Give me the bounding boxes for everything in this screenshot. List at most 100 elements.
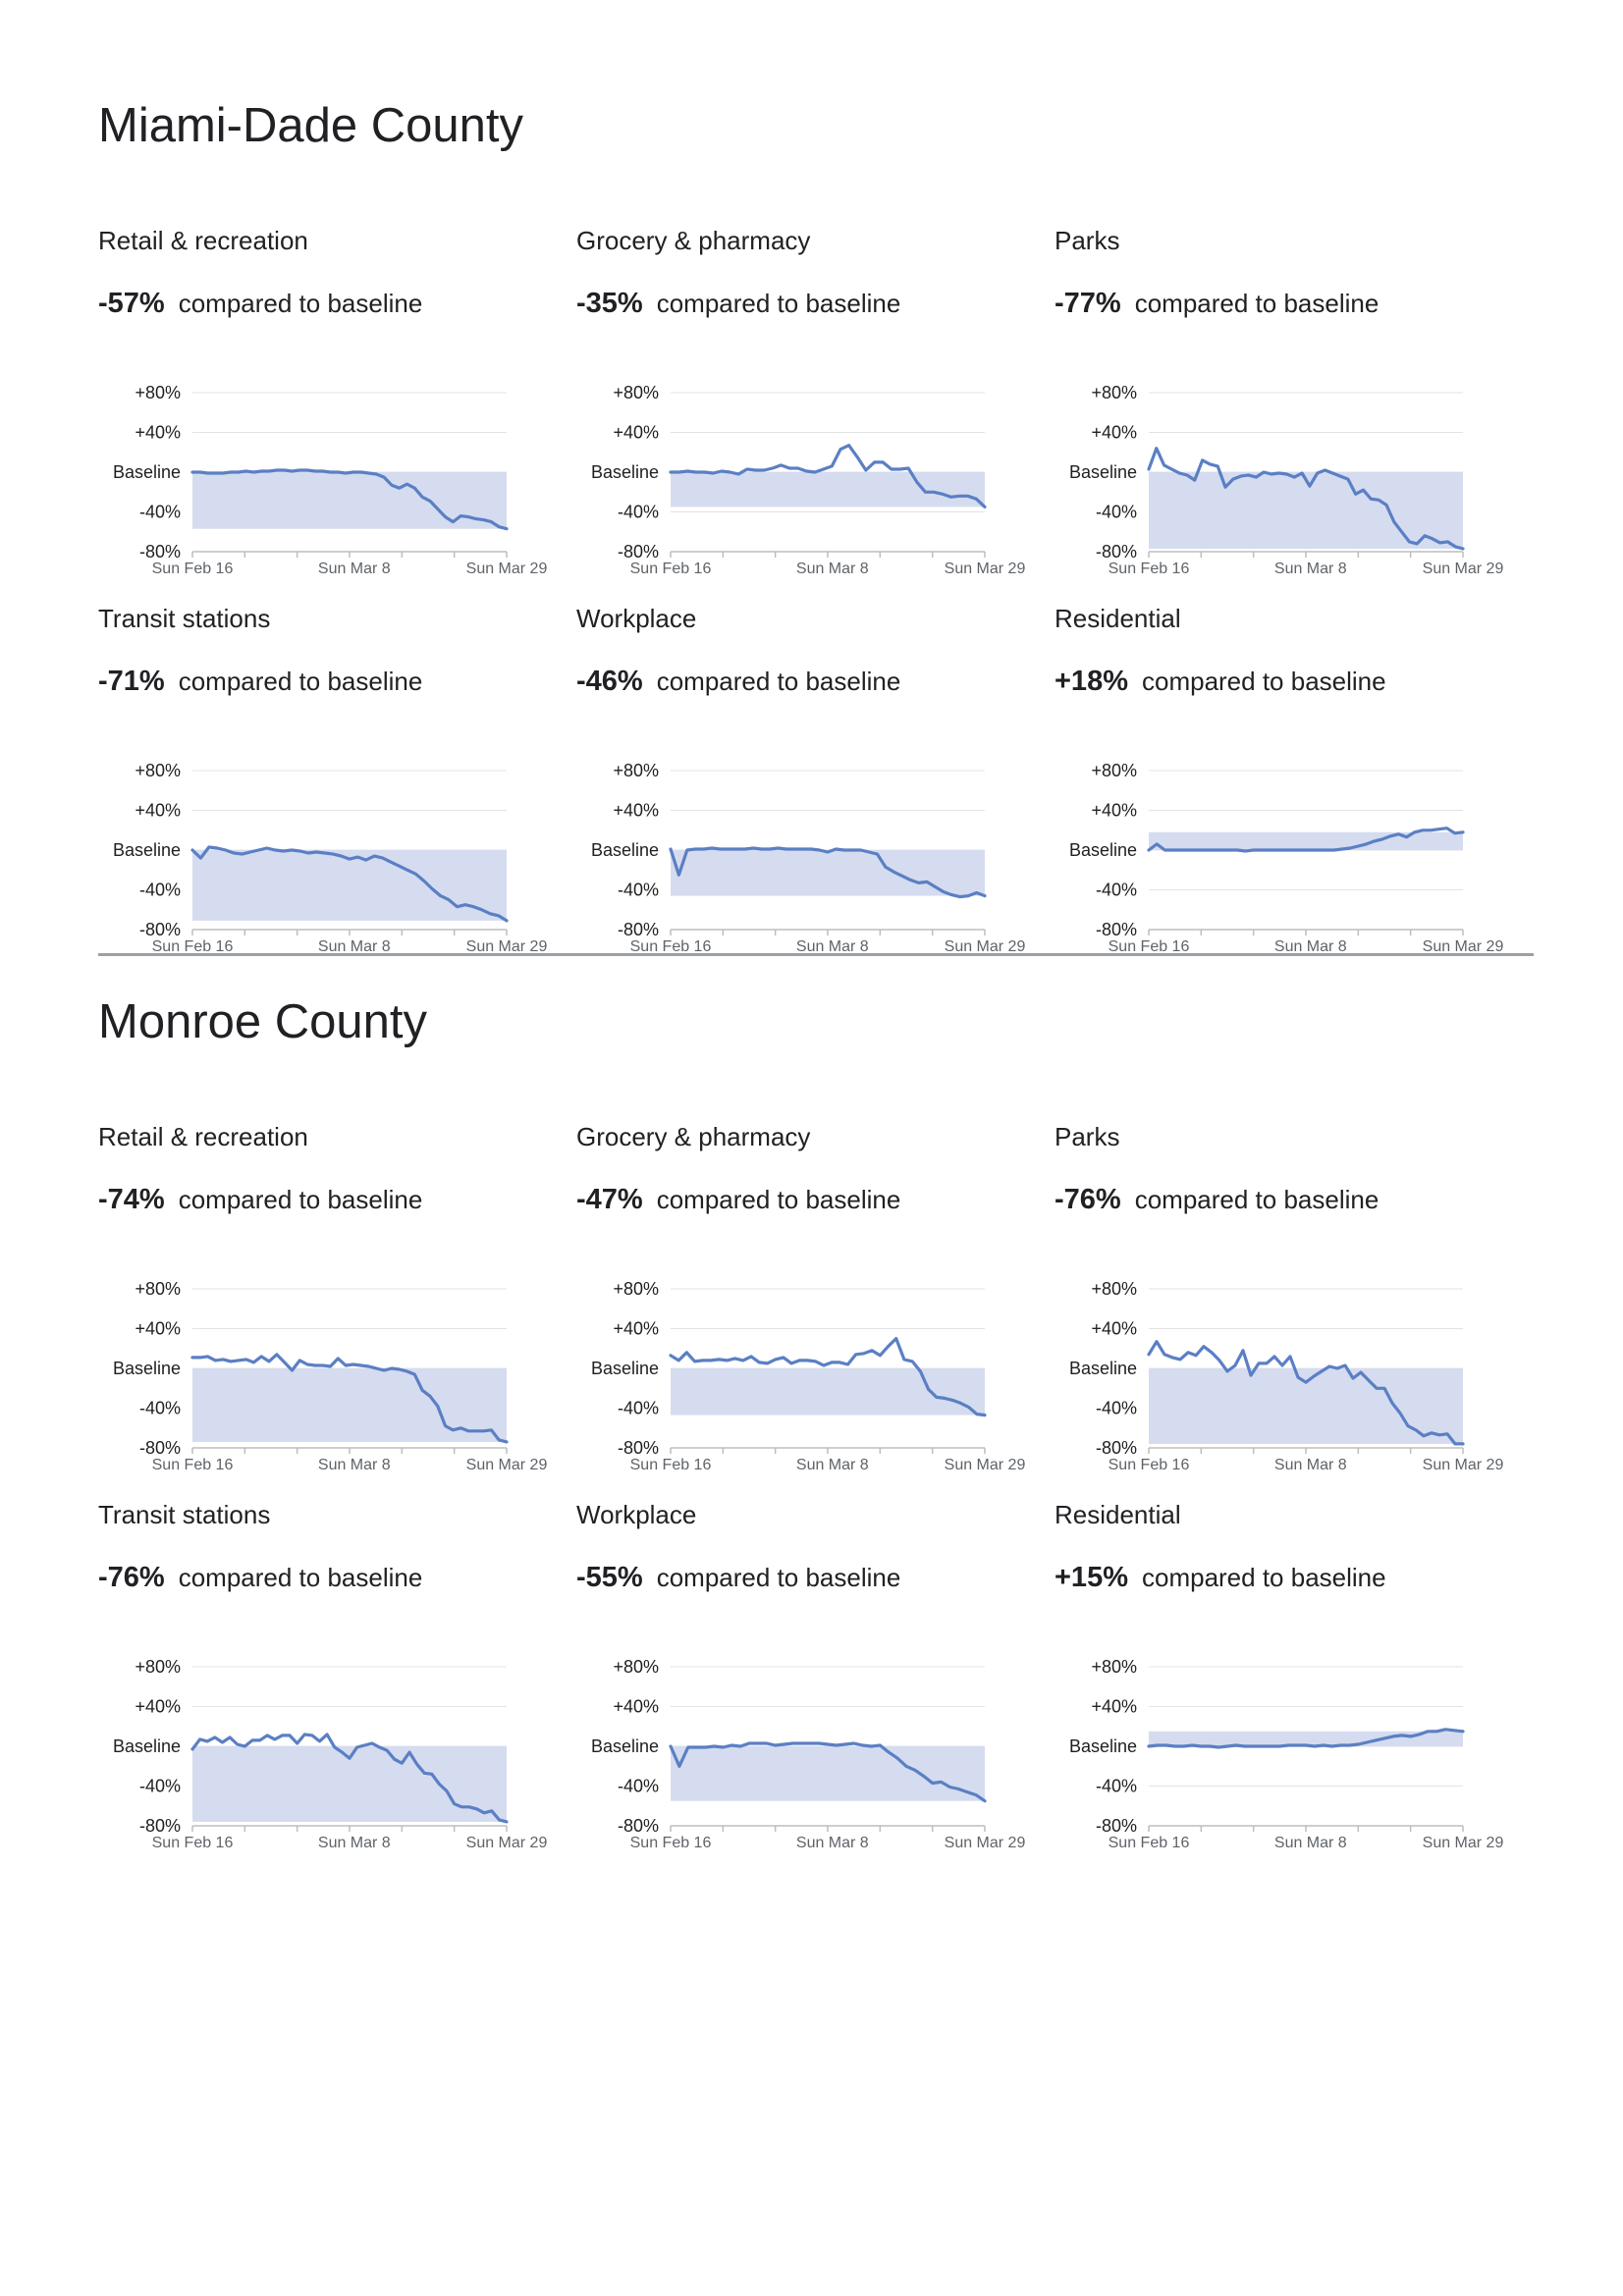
compare-text: compared to baseline [656, 1185, 901, 1214]
y-tick-label: +80% [135, 1279, 181, 1299]
y-tick-label: -80% [618, 920, 659, 939]
category-panel: Transit stations -71% compared to baseline… [98, 604, 560, 951]
x-tick-label: Sun Mar 29 [945, 938, 1026, 951]
y-tick-label: +80% [1091, 761, 1137, 780]
y-tick-label: +40% [135, 1697, 181, 1717]
category-panel: Retail & recreation -74% compared to basel… [98, 1122, 560, 1469]
change-value: -71% [98, 666, 165, 697]
change-value: -55% [576, 1562, 643, 1593]
y-tick-label: +40% [1091, 1319, 1137, 1339]
y-tick-label: Baseline [113, 1736, 181, 1756]
change-summary: -46% compared to baseline [576, 666, 900, 698]
series-line [669, 1337, 987, 1417]
x-tick-label: Sun Mar 29 [466, 1457, 548, 1469]
change-summary: -57% compared to baseline [98, 288, 422, 320]
x-tick-label: Sun Feb 16 [630, 1457, 712, 1469]
compare-text: compared to baseline [656, 1563, 901, 1592]
x-tick-label: Sun Mar 8 [318, 938, 391, 951]
x-tick-label: Sun Mar 29 [1423, 1835, 1504, 1847]
category-panel: Parks -76% compared to baseline +80% +40% Bas… [1055, 1122, 1516, 1469]
compare-text: compared to baseline [178, 667, 423, 696]
category-title: Residential [1055, 604, 1181, 633]
series-line [669, 1741, 987, 1803]
compare-text: compared to baseline [178, 1185, 423, 1214]
category-title: Retail & recreation [98, 1122, 308, 1151]
category-title: Workplace [576, 604, 697, 633]
x-tick-label: Sun Mar 8 [1274, 1835, 1347, 1847]
y-tick-label: +40% [135, 423, 181, 443]
change-summary: -55% compared to baseline [576, 1562, 900, 1594]
y-tick-label: Baseline [1069, 1359, 1137, 1378]
x-tick-label: Sun Mar 29 [1423, 561, 1504, 573]
change-value: -76% [1055, 1184, 1121, 1215]
y-tick-label: +80% [1091, 383, 1137, 402]
category-title: Transit stations [98, 1500, 271, 1529]
change-value: -46% [576, 666, 643, 697]
y-tick-label: -40% [139, 503, 181, 522]
county-title: Miami-Dade County [98, 99, 523, 152]
mobility-chart: +80% +40% Baseline -40% -80%Sun Feb 16 Sun Ma… [1069, 383, 1504, 573]
change-value: -47% [576, 1184, 643, 1215]
category-title: Residential [1055, 1500, 1181, 1529]
mobility-chart: +80% +40% Baseline -40% -80%Sun Feb 16 Sun Ma… [1069, 1279, 1504, 1469]
series-line [1147, 1340, 1465, 1446]
mobility-chart: +80% +40% Baseline -40% -80%Sun Feb 16 Sun Ma… [591, 383, 1026, 573]
series-line [190, 845, 509, 923]
mobility-chart: +80% +40% Baseline -40% -80%Sun Feb 16 Sun Ma… [591, 1279, 1026, 1469]
baseline-change-area [671, 472, 985, 507]
x-tick-label: Sun Mar 29 [466, 561, 548, 573]
x-tick-label: Sun Mar 8 [1274, 561, 1347, 573]
category-panel: Retail & recreation -57% compared to basel… [98, 226, 560, 573]
change-value: -76% [98, 1562, 165, 1593]
series-line [190, 1353, 509, 1444]
x-tick-label: Sun Mar 29 [466, 1835, 548, 1847]
x-tick-label: Sun Mar 29 [945, 1835, 1026, 1847]
y-tick-label: +80% [613, 761, 659, 780]
x-tick-label: Sun Feb 16 [1109, 1457, 1190, 1469]
y-tick-label: +80% [135, 761, 181, 780]
category-title: Transit stations [98, 604, 271, 633]
mobility-chart: +80% +40% Baseline -40% -80%Sun Feb 16 Sun Ma… [1069, 761, 1504, 951]
change-summary: -74% compared to baseline [98, 1184, 422, 1216]
y-tick-label: +40% [1091, 1697, 1137, 1717]
y-tick-label: -80% [1096, 1438, 1137, 1458]
y-tick-label: -80% [1096, 542, 1137, 561]
y-tick-label: +80% [1091, 1279, 1137, 1299]
x-tick-label: Sun Mar 29 [1423, 1457, 1504, 1469]
baseline-change-area [671, 850, 985, 896]
y-tick-label: -80% [1096, 1816, 1137, 1836]
y-tick-label: +80% [135, 1657, 181, 1677]
y-tick-label: +40% [1091, 801, 1137, 821]
y-tick-label: Baseline [1069, 840, 1137, 860]
y-tick-label: -80% [1096, 920, 1137, 939]
y-tick-label: Baseline [113, 1359, 181, 1378]
change-summary: +18% compared to baseline [1055, 666, 1386, 698]
category-panel: Parks -77% compared to baseline +80% +40% Bas… [1055, 226, 1516, 573]
y-tick-label: Baseline [113, 840, 181, 860]
y-tick-label: Baseline [113, 462, 181, 482]
x-tick-label: Sun Mar 8 [1274, 938, 1347, 951]
y-tick-label: +40% [135, 1319, 181, 1339]
y-tick-label: Baseline [591, 1359, 659, 1378]
y-tick-label: -80% [618, 542, 659, 561]
mobility-chart: +80% +40% Baseline -40% -80%Sun Feb 16 Sun Ma… [591, 761, 1026, 951]
mobility-chart: +80% +40% Baseline -40% -80%Sun Feb 16 Sun Ma… [1069, 1657, 1504, 1847]
mobility-chart: +80% +40% Baseline -40% -80%Sun Feb 16 Sun Ma… [113, 761, 548, 951]
y-tick-label: -40% [1096, 503, 1137, 522]
category-panel: Grocery & pharmacy -47% compared to baseli… [576, 1122, 1038, 1469]
compare-text: compared to baseline [1134, 1185, 1380, 1214]
change-summary: -76% compared to baseline [98, 1562, 422, 1594]
y-tick-label: +80% [1091, 1657, 1137, 1677]
baseline-change-area [192, 1368, 507, 1442]
y-tick-label: -40% [618, 1777, 659, 1796]
x-tick-label: Sun Feb 16 [630, 1835, 712, 1847]
x-tick-label: Sun Feb 16 [1109, 1835, 1190, 1847]
baseline-change-area [1149, 1731, 1463, 1746]
series-line [1147, 447, 1465, 551]
category-panel: Transit stations -76% compared to baseline… [98, 1500, 560, 1847]
y-tick-label: +40% [613, 1697, 659, 1717]
county-divider [98, 953, 1534, 956]
compare-text: compared to baseline [1141, 1563, 1386, 1592]
y-tick-label: Baseline [591, 462, 659, 482]
y-tick-label: +80% [613, 1279, 659, 1299]
